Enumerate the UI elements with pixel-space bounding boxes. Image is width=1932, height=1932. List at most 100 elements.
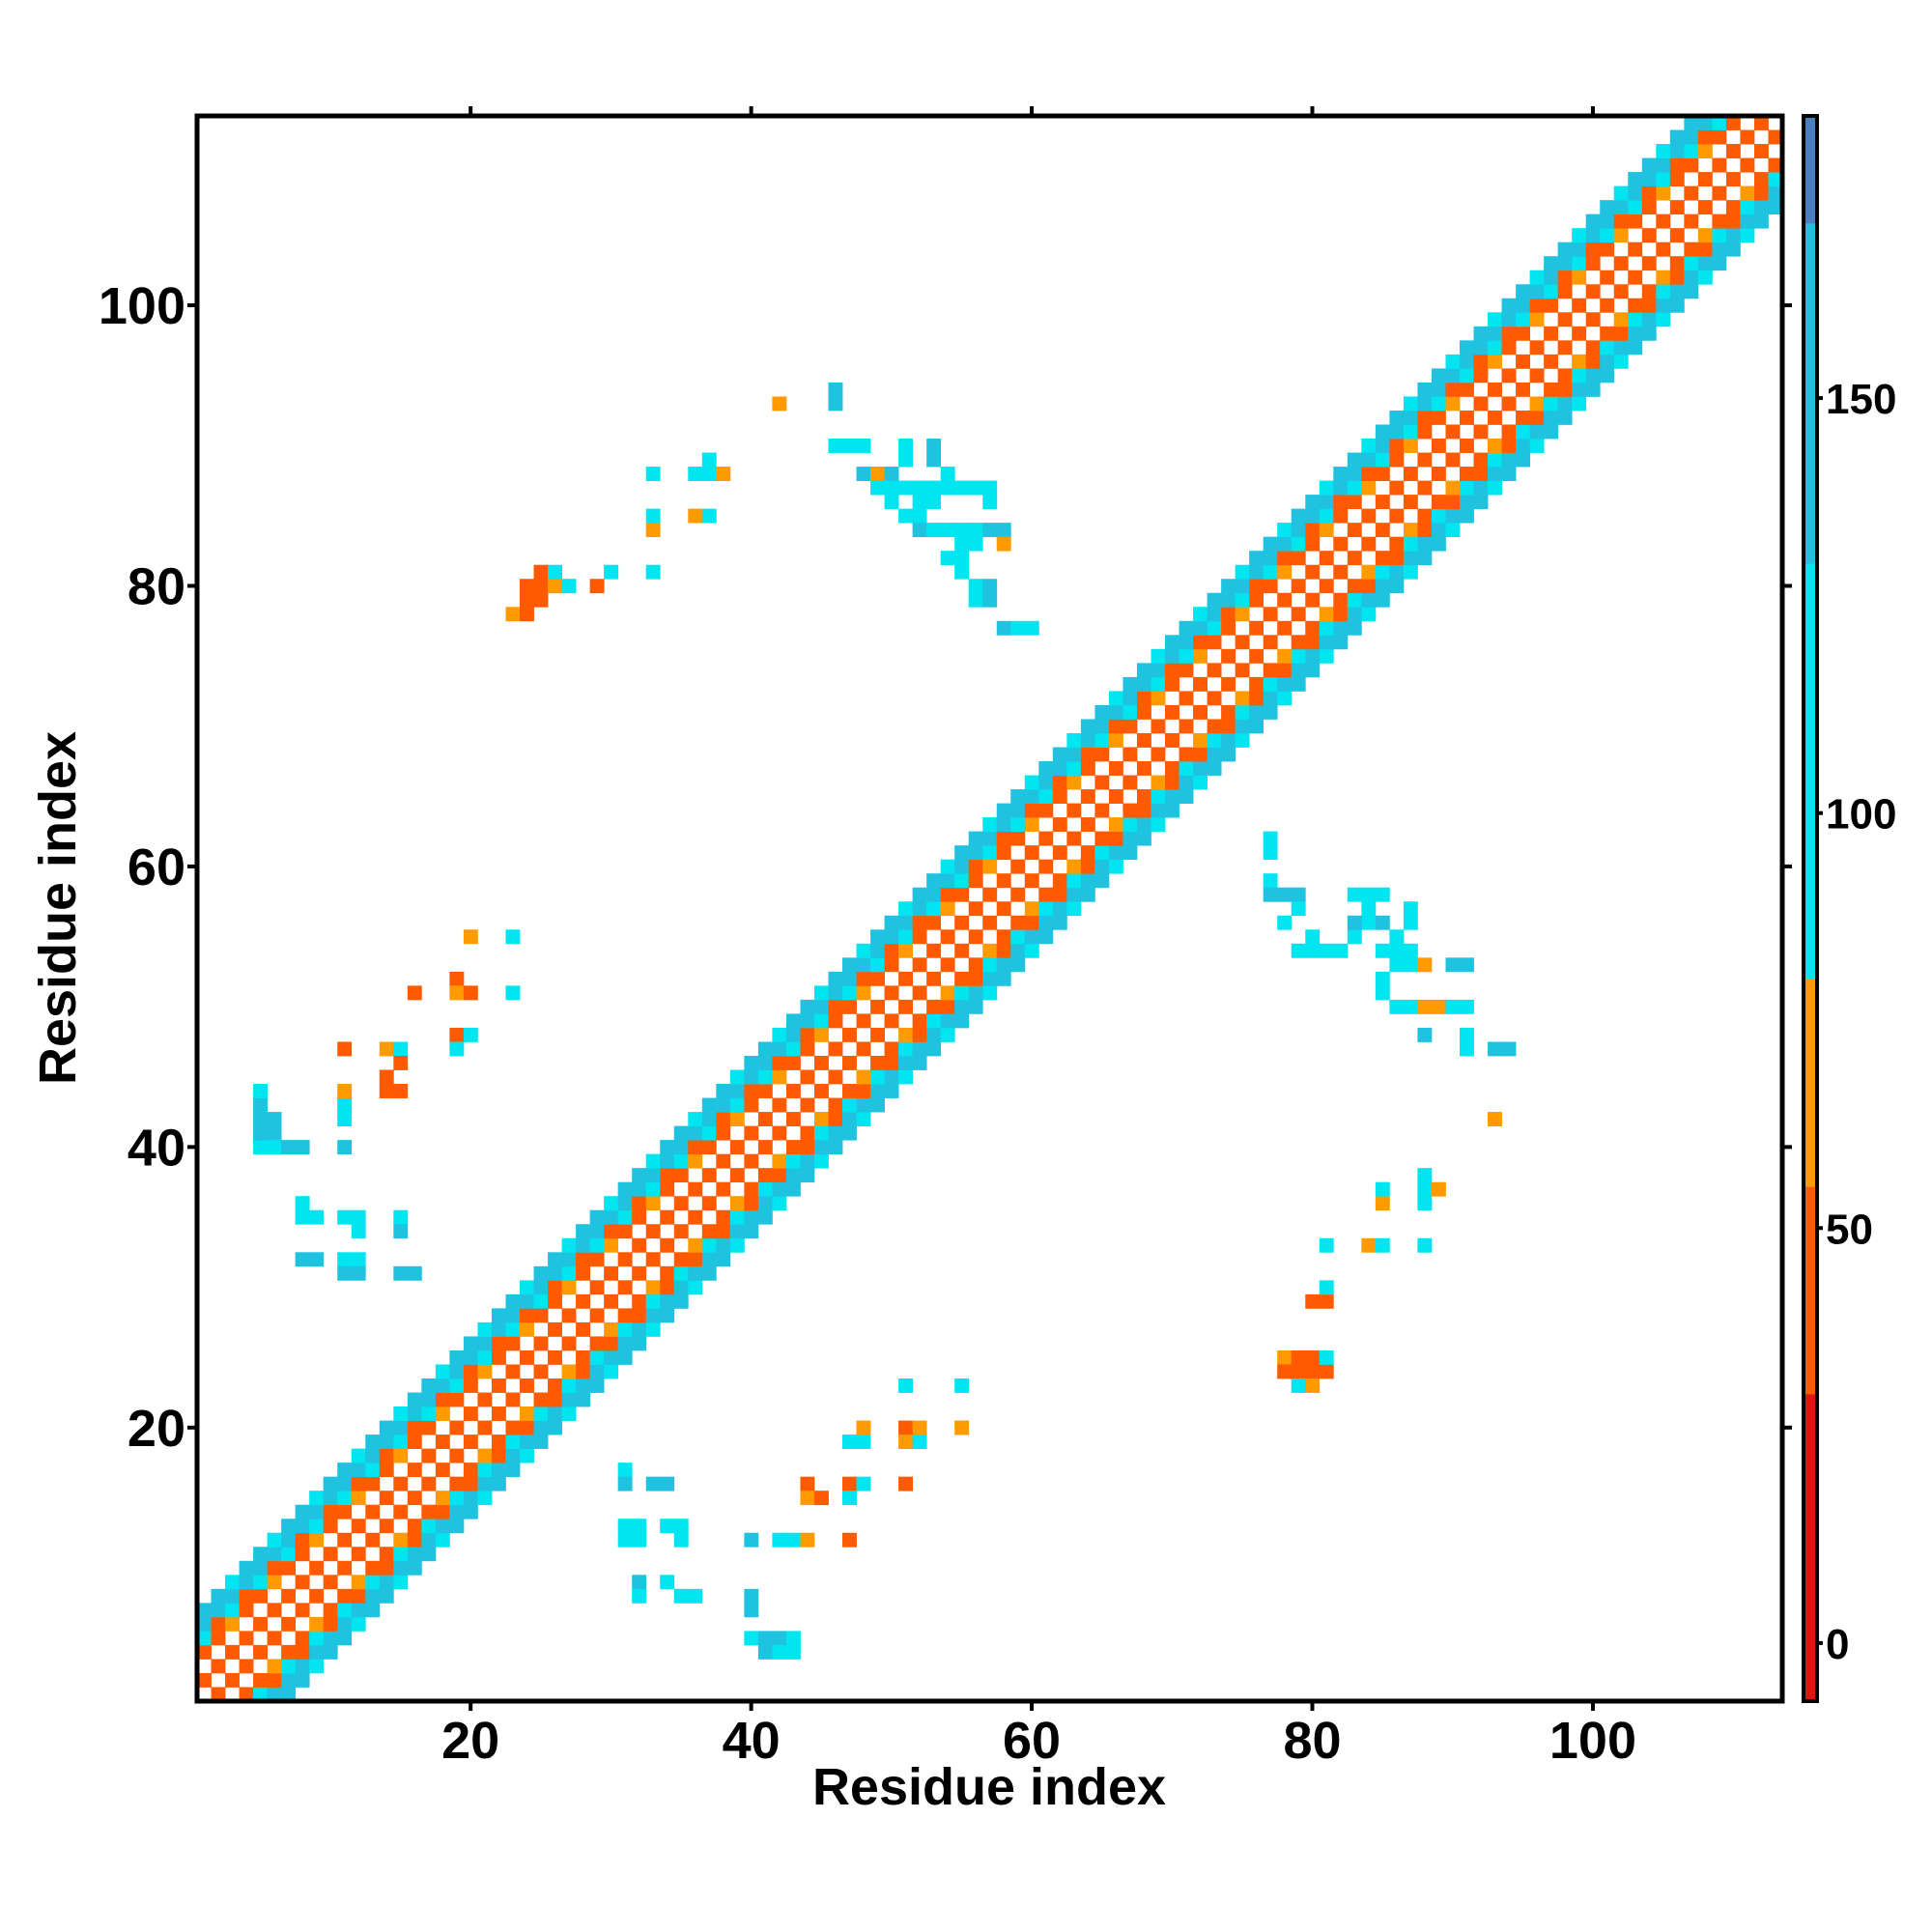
colorbar (1802, 114, 1819, 1703)
heatmap-cell (1529, 340, 1545, 355)
heatmap-cell (617, 1336, 633, 1351)
heatmap-cell (856, 439, 871, 453)
heatmap-cell (548, 1378, 562, 1393)
heatmap-cell (589, 1252, 605, 1267)
heatmap-cell (1600, 368, 1615, 384)
heatmap-cell (309, 1560, 325, 1576)
heatmap-cell (1684, 157, 1699, 173)
heatmap-cell (1544, 354, 1559, 369)
colorbar-band (1805, 223, 1815, 564)
heatmap-cell (772, 1069, 787, 1085)
heatmap-cell (477, 1463, 493, 1478)
heatmap-cell (1389, 943, 1405, 958)
heatmap-cell (1333, 620, 1349, 636)
heatmap-cell (856, 1420, 871, 1435)
heatmap-cell (1417, 551, 1433, 566)
heatmap-cell (1375, 467, 1390, 481)
y-tick-label: 80 (128, 557, 185, 615)
heatmap-cell (1375, 592, 1390, 608)
heatmap-cell (1656, 185, 1671, 201)
heatmap-cell (477, 1448, 493, 1463)
heatmap-cell (393, 1420, 409, 1435)
heatmap-cell (1193, 732, 1208, 748)
heatmap-cell (1544, 256, 1559, 271)
heatmap-cell (1417, 410, 1433, 425)
heatmap-cell (912, 508, 927, 524)
heatmap-cell (1684, 213, 1699, 229)
heatmap-cell (1010, 929, 1026, 945)
heatmap-cell (1010, 831, 1026, 846)
heatmap-cell (1516, 452, 1531, 468)
heatmap-cell (1277, 551, 1293, 566)
heatmap-cell (1010, 859, 1026, 874)
colorbar-band (1805, 116, 1815, 224)
heatmap-cell (1108, 719, 1123, 734)
heatmap-cell (1641, 284, 1657, 299)
heatmap-cell (870, 957, 885, 973)
heatmap-cell (435, 1491, 450, 1506)
heatmap-cell (1165, 803, 1179, 818)
heatmap-cell (673, 1125, 689, 1141)
heatmap-cell (295, 1547, 310, 1562)
heatmap-cell (1459, 354, 1474, 369)
heatmap-cell (1122, 747, 1138, 762)
heatmap-cell (926, 480, 942, 496)
heatmap-cell (197, 1672, 212, 1688)
heatmap-cell (1249, 676, 1264, 692)
heatmap-cell (1557, 284, 1573, 299)
heatmap-cell (800, 1491, 815, 1506)
heatmap-cell (1347, 579, 1362, 594)
heatmap-cell (1712, 157, 1727, 173)
heatmap-cell (323, 1476, 338, 1492)
heatmap-cell (982, 831, 998, 846)
heatmap-cell (1740, 228, 1755, 243)
heatmap-cell (1151, 747, 1166, 762)
heatmap-cell (477, 1392, 493, 1407)
heatmap-cell (1038, 929, 1054, 945)
heatmap-cell (463, 929, 478, 945)
heatmap-cell (996, 943, 1011, 958)
heatmap-cell (982, 845, 998, 861)
heatmap-cell (744, 1055, 759, 1070)
heatmap-cell (337, 1265, 353, 1281)
heatmap-cell (379, 1069, 394, 1085)
heatmap-cell (407, 1547, 422, 1562)
heatmap-cell (1066, 901, 1082, 917)
heatmap-cell (842, 1435, 857, 1450)
heatmap-cell (1122, 704, 1138, 720)
heatmap-cell (1347, 452, 1362, 468)
heatmap-cell (729, 1112, 745, 1126)
heatmap-cell (491, 1476, 506, 1492)
heatmap-cell (379, 1448, 394, 1463)
heatmap-cell (729, 1224, 745, 1239)
heatmap-cell (785, 1532, 801, 1548)
heatmap-cell (1389, 957, 1405, 973)
heatmap-cell (1052, 775, 1067, 790)
heatmap-cell (842, 1476, 857, 1492)
heatmap-cell (660, 1308, 675, 1323)
heatmap-cell (1080, 817, 1095, 833)
heatmap-cell (1263, 887, 1278, 902)
heatmap-cell (982, 817, 998, 833)
heatmap-cell (828, 1013, 843, 1029)
heatmap-cell (1291, 676, 1306, 692)
heatmap-cell (940, 985, 955, 1001)
heatmap-cell (785, 1027, 801, 1042)
heatmap-cell (688, 1153, 703, 1169)
heatmap-cell (295, 1672, 310, 1688)
heatmap-cell (1669, 284, 1685, 299)
heatmap-cell (1613, 213, 1629, 229)
heatmap-cell (1417, 1027, 1433, 1042)
heatmap-cell (898, 1041, 914, 1057)
heatmap-cell (491, 1406, 506, 1421)
heatmap-cell (1684, 129, 1699, 145)
heatmap-cell (898, 1435, 914, 1450)
heatmap-cell (520, 1350, 534, 1365)
heatmap-cell (1024, 915, 1039, 930)
heatmap-cell (1347, 620, 1362, 636)
heatmap-cell (1291, 523, 1306, 538)
heatmap-cell (1263, 551, 1278, 566)
heatmap-cell (1094, 732, 1110, 748)
heatmap-cell (1375, 579, 1390, 594)
heatmap-cell (421, 1519, 437, 1534)
